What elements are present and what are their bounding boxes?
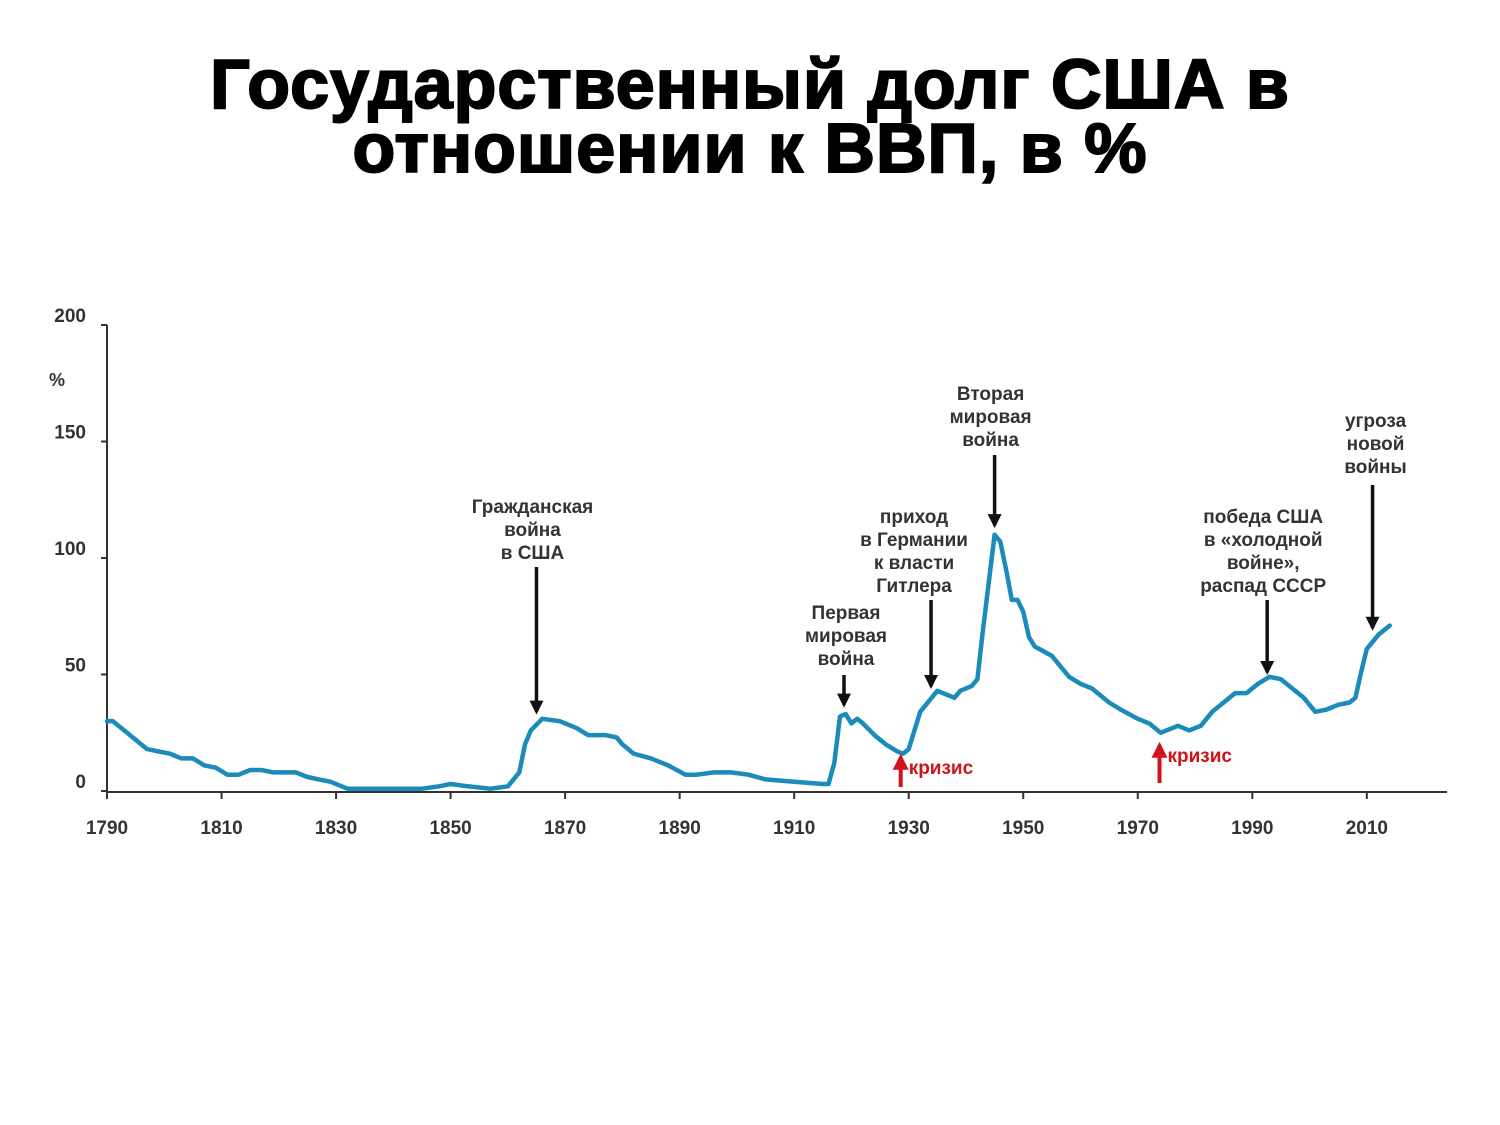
chart-title: Государственный долг США в отношении к В… <box>209 45 1290 187</box>
annotation-line: Гражданская <box>472 497 594 518</box>
annotation-line: война <box>818 649 875 670</box>
annotation-line: в Германии <box>860 530 968 551</box>
annotation-line: новой <box>1347 434 1405 455</box>
y-tick-label: 50 <box>65 656 86 677</box>
annotation-text: победа США в «холодной войне», распад СССР <box>1200 507 1326 597</box>
annotation-line: победа США <box>1203 507 1323 528</box>
annotation-line: приход <box>880 507 948 528</box>
x-tick-label: 1790 <box>86 818 128 839</box>
x-tick-label: 1810 <box>200 818 242 839</box>
annotation-text: угроза новой войны <box>1344 411 1406 478</box>
annotation-line: мировая <box>805 626 887 647</box>
annotation-line: распад СССР <box>1200 576 1326 597</box>
annotation-line: Вторая <box>957 384 1024 405</box>
x-tick-label: 2010 <box>1346 818 1388 839</box>
annotation-line: войне», <box>1227 553 1300 574</box>
y-tick-label: 150 <box>54 423 86 444</box>
annotation-text: Первая мировая война <box>805 603 887 670</box>
x-tick-label: 1970 <box>1117 818 1159 839</box>
annotation-line: в США <box>501 543 565 564</box>
y-axis-label: % <box>49 370 65 390</box>
annotation-text: приход в Германии к власти Гитлера <box>860 507 968 597</box>
x-tick-label: 1830 <box>315 818 357 839</box>
annotation-line: в «холодной <box>1204 530 1323 551</box>
annotation-line: к власти <box>874 553 954 574</box>
x-tick-label: 1870 <box>544 818 586 839</box>
annotation-line: мировая <box>950 407 1032 428</box>
crisis-label: кризис <box>1168 746 1233 767</box>
x-tick-label: 1950 <box>1002 818 1044 839</box>
x-tick-label: 1910 <box>773 818 815 839</box>
x-tick-label: 1990 <box>1231 818 1273 839</box>
y-tick-label: 200 <box>54 306 86 327</box>
annotation-text: Гражданская война в США <box>472 497 594 564</box>
annotation-line: Первая <box>812 603 881 624</box>
annotation-line: Гитлера <box>876 576 952 597</box>
annotation-line: угроза <box>1345 411 1407 432</box>
y-tick-label: 0 <box>75 772 86 793</box>
x-tick-label: 1930 <box>888 818 930 839</box>
annotation-line: война <box>962 430 1019 451</box>
crisis-label: кризис <box>909 758 974 779</box>
annotation-line: войны <box>1344 457 1406 478</box>
x-tick-label: 1850 <box>429 818 471 839</box>
y-tick-label: 100 <box>54 539 86 560</box>
annotation-line: война <box>504 520 561 541</box>
debt-line <box>104 532 1392 791</box>
annotation-text: Вторая мировая война <box>950 384 1032 451</box>
x-tick-label: 1890 <box>659 818 701 839</box>
